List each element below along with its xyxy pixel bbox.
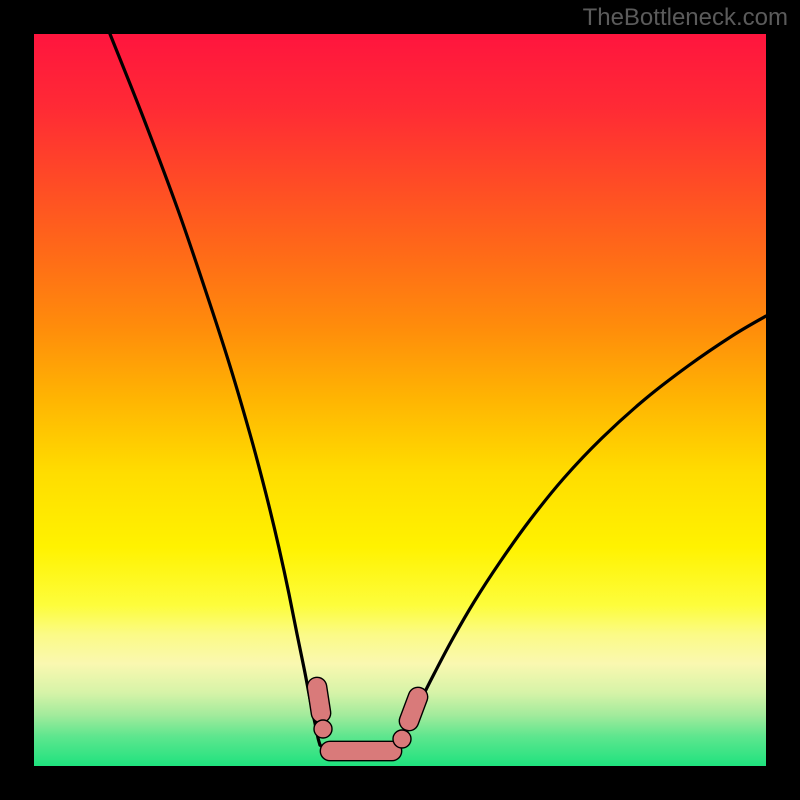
curve-right-branch	[400, 316, 766, 745]
attribution-text: TheBottleneck.com	[583, 4, 788, 32]
figure-root: TheBottleneck.com	[0, 0, 800, 800]
marker-seg-right	[409, 697, 418, 721]
plot-overlay	[0, 0, 800, 800]
marker-dot-left	[314, 720, 332, 738]
marker-dot-right	[393, 730, 411, 748]
marker-seg-left	[317, 687, 321, 713]
curve-left-branch	[110, 34, 320, 745]
